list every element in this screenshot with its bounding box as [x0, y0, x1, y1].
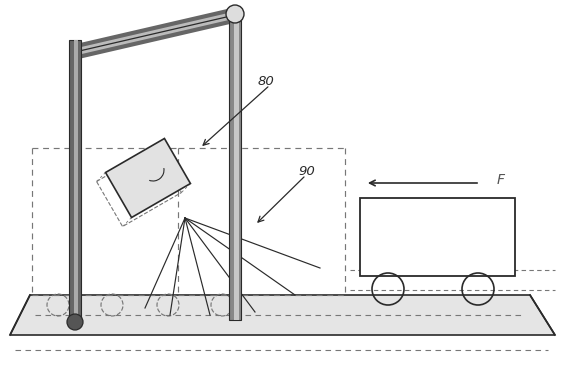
Text: 90: 90 — [298, 165, 315, 178]
Bar — [74, 40, 78, 320]
Text: F: F — [497, 173, 505, 187]
Text: 80: 80 — [258, 75, 275, 88]
Circle shape — [67, 314, 83, 330]
Bar — [229, 12, 241, 320]
Bar — [360, 198, 515, 276]
Bar — [234, 12, 239, 320]
Polygon shape — [106, 138, 191, 217]
Bar — [69, 40, 81, 320]
Circle shape — [226, 5, 244, 23]
Polygon shape — [10, 295, 555, 335]
